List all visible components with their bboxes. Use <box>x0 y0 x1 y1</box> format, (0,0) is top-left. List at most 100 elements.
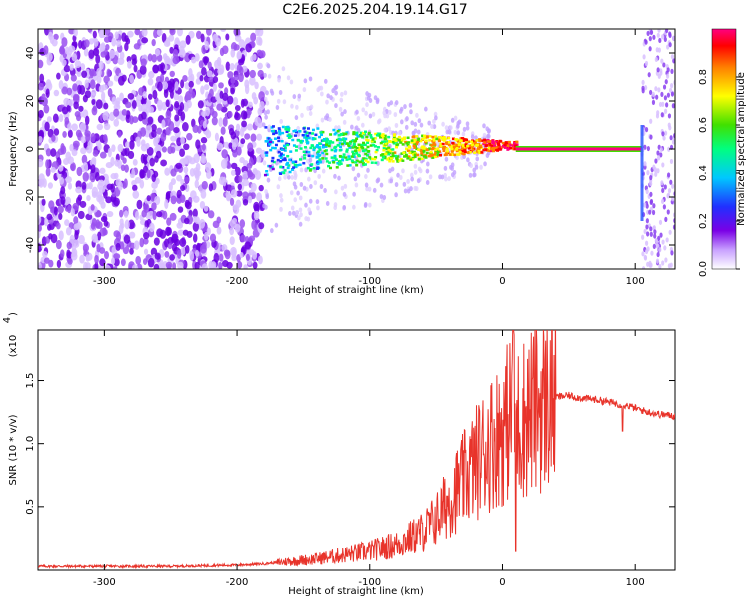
heat-cell <box>513 146 517 149</box>
heat-cell <box>422 147 426 150</box>
heat-cell <box>239 157 245 164</box>
heat-cell <box>322 137 326 141</box>
heat-cell <box>425 135 429 138</box>
heat-cell <box>66 87 73 96</box>
heat-cell <box>351 160 355 164</box>
heat-cell <box>329 140 333 143</box>
heat-cell <box>406 149 410 152</box>
heat-cell <box>268 165 272 168</box>
heat-cell <box>146 195 151 202</box>
x-tick-label: -300 <box>93 577 116 588</box>
heat-cell <box>387 156 391 160</box>
heat-cell <box>663 130 668 136</box>
heat-cell <box>235 123 241 132</box>
heat-cell <box>302 127 306 130</box>
heat-cell <box>433 143 437 146</box>
heat-cell <box>321 168 326 174</box>
heat-cell <box>53 128 60 136</box>
heat-cell <box>672 58 675 64</box>
heat-cell <box>55 239 62 250</box>
heat-cell <box>421 137 425 141</box>
heat-cell <box>649 175 653 181</box>
heat-cell <box>661 162 665 168</box>
heat-cell <box>294 165 298 169</box>
heat-cell <box>488 149 492 153</box>
heat-cell <box>283 149 287 152</box>
heat-cell <box>340 185 345 191</box>
heat-cell <box>439 142 443 146</box>
heat-cell <box>72 202 79 211</box>
heat-cell <box>483 141 487 144</box>
heat-cell <box>285 171 290 177</box>
heat-cell <box>295 104 299 110</box>
heat-cell <box>352 142 356 146</box>
heat-cell <box>395 138 399 141</box>
heat-cell <box>61 59 67 67</box>
heat-cell <box>467 140 471 143</box>
heat-cell <box>307 154 311 158</box>
heat-cell <box>656 67 660 73</box>
heat-cell <box>205 29 212 36</box>
heat-cell <box>123 234 131 244</box>
heat-cell <box>663 108 668 114</box>
heat-cell <box>404 154 408 158</box>
heat-cell <box>222 116 228 127</box>
heat-cell <box>337 134 341 137</box>
heat-cell <box>82 94 88 103</box>
heat-cell <box>310 144 314 148</box>
heat-cell <box>365 135 369 139</box>
heat-cell <box>155 75 163 84</box>
heat-cell <box>316 205 320 211</box>
heat-cell <box>103 123 111 131</box>
heat-cell <box>290 103 294 109</box>
heat-cell <box>70 163 75 171</box>
heat-cell <box>96 67 102 77</box>
heat-cell <box>176 29 183 37</box>
heat-cell <box>436 147 440 150</box>
heat-cell <box>394 145 398 149</box>
heat-cell <box>78 105 84 112</box>
heat-cell <box>234 166 241 176</box>
heat-cell <box>665 29 669 34</box>
heat-cell <box>141 37 149 44</box>
heat-cell <box>388 151 392 155</box>
heat-cell <box>660 58 664 64</box>
heat-cell <box>225 33 230 41</box>
heat-cell <box>316 161 320 164</box>
heat-cell <box>291 168 295 171</box>
heat-cell <box>427 120 432 126</box>
heat-cell <box>511 144 515 148</box>
heat-cell <box>53 33 59 41</box>
heat-cell <box>321 157 325 160</box>
heat-cell <box>265 140 269 143</box>
heat-cell <box>56 72 61 80</box>
heat-cell <box>333 202 338 208</box>
heat-cell <box>152 64 160 74</box>
heat-cell <box>458 150 462 154</box>
heat-cell <box>419 122 424 128</box>
heat-cell <box>154 48 161 57</box>
heat-cell <box>266 109 270 115</box>
heat-cell <box>296 139 300 142</box>
heat-cell <box>391 140 395 144</box>
heat-cell <box>305 138 309 141</box>
heat-cell <box>649 198 654 205</box>
heat-cell <box>660 198 665 204</box>
heat-cell <box>433 153 437 156</box>
heat-cell <box>194 179 199 189</box>
heat-cell <box>394 192 398 198</box>
heat-cell <box>388 109 392 115</box>
heat-cell <box>99 151 107 159</box>
x-tick-label: 0 <box>499 276 505 287</box>
heat-cell <box>283 146 287 150</box>
heat-cell <box>249 76 256 86</box>
heat-cell <box>325 140 329 144</box>
heat-cell <box>232 149 238 158</box>
heat-cell <box>279 165 283 169</box>
heat-cell <box>212 82 217 92</box>
heat-cell <box>179 237 187 247</box>
heat-cell <box>467 147 471 150</box>
heat-cell <box>466 151 470 154</box>
heat-cell <box>462 152 466 156</box>
heat-cell <box>321 139 325 142</box>
